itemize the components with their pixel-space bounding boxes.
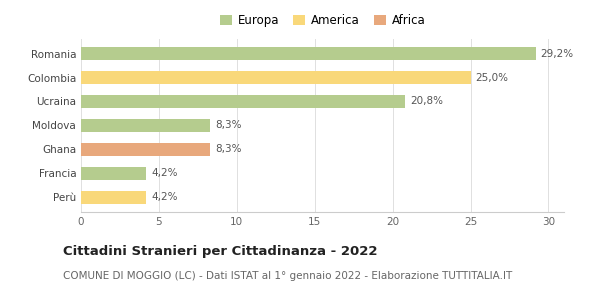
Text: 20,8%: 20,8%: [410, 97, 443, 106]
Bar: [81, 95, 405, 108]
Text: 4,2%: 4,2%: [151, 168, 178, 178]
Bar: [81, 71, 470, 84]
Bar: [81, 191, 146, 204]
Bar: [81, 119, 211, 132]
Bar: [81, 143, 211, 156]
Bar: [81, 167, 146, 180]
Text: 29,2%: 29,2%: [541, 49, 574, 59]
Text: 8,3%: 8,3%: [215, 144, 241, 154]
Text: COMUNE DI MOGGIO (LC) - Dati ISTAT al 1° gennaio 2022 - Elaborazione TUTTITALIA.: COMUNE DI MOGGIO (LC) - Dati ISTAT al 1°…: [63, 271, 512, 281]
Legend: Europa, America, Africa: Europa, America, Africa: [220, 14, 425, 27]
Bar: [81, 47, 536, 60]
Text: 8,3%: 8,3%: [215, 120, 241, 130]
Text: 25,0%: 25,0%: [475, 72, 508, 83]
Text: 4,2%: 4,2%: [151, 192, 178, 202]
Text: Cittadini Stranieri per Cittadinanza - 2022: Cittadini Stranieri per Cittadinanza - 2…: [63, 245, 377, 258]
